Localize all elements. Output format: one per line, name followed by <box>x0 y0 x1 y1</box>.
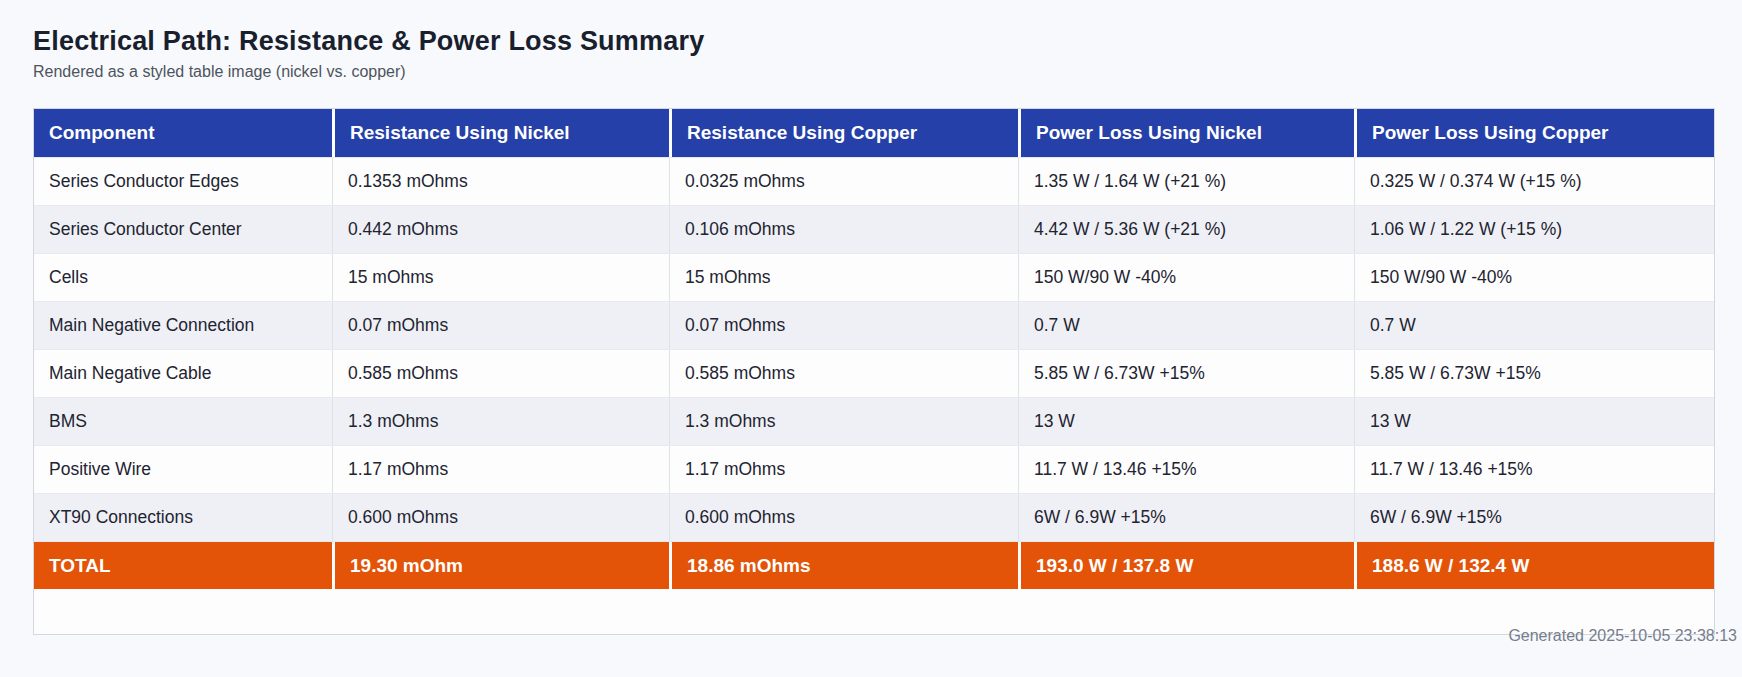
total-label: TOTAL <box>34 542 332 589</box>
table-row: Cells 15 mOhms 15 mOhms 150 W/90 W -40% … <box>34 253 1714 301</box>
cell: 6W / 6.9W +15% <box>1018 494 1354 541</box>
cell: 0.106 mOhms <box>669 206 1018 253</box>
cell: 0.7 W <box>1018 302 1354 349</box>
total-power-loss-nickel: 193.0 W / 137.8 W <box>1018 542 1354 589</box>
cell: 0.0325 mOhms <box>669 158 1018 205</box>
cell: 5.85 W / 6.73W +15% <box>1018 350 1354 397</box>
cell: 0.1353 mOhms <box>332 158 669 205</box>
cell: 0.600 mOhms <box>332 494 669 541</box>
cell: BMS <box>34 398 332 445</box>
cell: 0.7 W <box>1354 302 1714 349</box>
cell: 11.7 W / 13.46 +15% <box>1018 446 1354 493</box>
cell: 150 W/90 W -40% <box>1018 254 1354 301</box>
cell: 15 mOhms <box>332 254 669 301</box>
cell: 1.17 mOhms <box>332 446 669 493</box>
table-row: Main Negative Cable 0.585 mOhms 0.585 mO… <box>34 349 1714 397</box>
cell: 1.35 W / 1.64 W (+21 %) <box>1018 158 1354 205</box>
table-bottom-strip <box>34 589 1714 634</box>
cell: 0.600 mOhms <box>669 494 1018 541</box>
generated-timestamp: Generated 2025-10-05 23:38:13 <box>1508 627 1737 645</box>
cell: 6W / 6.9W +15% <box>1354 494 1714 541</box>
cell: Cells <box>34 254 332 301</box>
cell: Series Conductor Edges <box>34 158 332 205</box>
column-header-resistance-copper: Resistance Using Copper <box>669 109 1018 157</box>
page-header: Electrical Path: Resistance & Power Loss… <box>0 0 1742 81</box>
cell: 0.07 mOhms <box>332 302 669 349</box>
table-row: Positive Wire 1.17 mOhms 1.17 mOhms 11.7… <box>34 445 1714 493</box>
column-header-power-loss-nickel: Power Loss Using Nickel <box>1018 109 1354 157</box>
cell: 5.85 W / 6.73W +15% <box>1354 350 1714 397</box>
cell: 13 W <box>1018 398 1354 445</box>
table-row: Series Conductor Center 0.442 mOhms 0.10… <box>34 205 1714 253</box>
column-header-component: Component <box>34 109 332 157</box>
summary-table: Component Resistance Using Nickel Resist… <box>33 108 1715 635</box>
column-header-resistance-nickel: Resistance Using Nickel <box>332 109 669 157</box>
cell: Positive Wire <box>34 446 332 493</box>
table-row: BMS 1.3 mOhms 1.3 mOhms 13 W 13 W <box>34 397 1714 445</box>
cell: 0.07 mOhms <box>669 302 1018 349</box>
cell: 13 W <box>1354 398 1714 445</box>
cell: XT90 Connections <box>34 494 332 541</box>
cell: 4.42 W / 5.36 W (+21 %) <box>1018 206 1354 253</box>
cell: 150 W/90 W -40% <box>1354 254 1714 301</box>
table-total-row: TOTAL 19.30 mOhm 18.86 mOhms 193.0 W / 1… <box>34 541 1714 589</box>
table-row: XT90 Connections 0.600 mOhms 0.600 mOhms… <box>34 493 1714 541</box>
total-resistance-nickel: 19.30 mOhm <box>332 542 669 589</box>
cell: 0.585 mOhms <box>332 350 669 397</box>
cell: 0.442 mOhms <box>332 206 669 253</box>
table-header-row: Component Resistance Using Nickel Resist… <box>34 109 1714 157</box>
cell: 1.17 mOhms <box>669 446 1018 493</box>
cell: 15 mOhms <box>669 254 1018 301</box>
page-subtitle: Rendered as a styled table image (nickel… <box>33 63 1709 81</box>
cell: Series Conductor Center <box>34 206 332 253</box>
cell: Main Negative Cable <box>34 350 332 397</box>
cell: 11.7 W / 13.46 +15% <box>1354 446 1714 493</box>
total-resistance-copper: 18.86 mOhms <box>669 542 1018 589</box>
cell: 1.06 W / 1.22 W (+15 %) <box>1354 206 1714 253</box>
table-row: Main Negative Connection 0.07 mOhms 0.07… <box>34 301 1714 349</box>
cell: 0.325 W / 0.374 W (+15 %) <box>1354 158 1714 205</box>
cell: 1.3 mOhms <box>669 398 1018 445</box>
cell: 1.3 mOhms <box>332 398 669 445</box>
cell: Main Negative Connection <box>34 302 332 349</box>
table-row: Series Conductor Edges 0.1353 mOhms 0.03… <box>34 157 1714 205</box>
cell: 0.585 mOhms <box>669 350 1018 397</box>
page-title: Electrical Path: Resistance & Power Loss… <box>33 26 1709 57</box>
column-header-power-loss-copper: Power Loss Using Copper <box>1354 109 1714 157</box>
total-power-loss-copper: 188.6 W / 132.4 W <box>1354 542 1714 589</box>
